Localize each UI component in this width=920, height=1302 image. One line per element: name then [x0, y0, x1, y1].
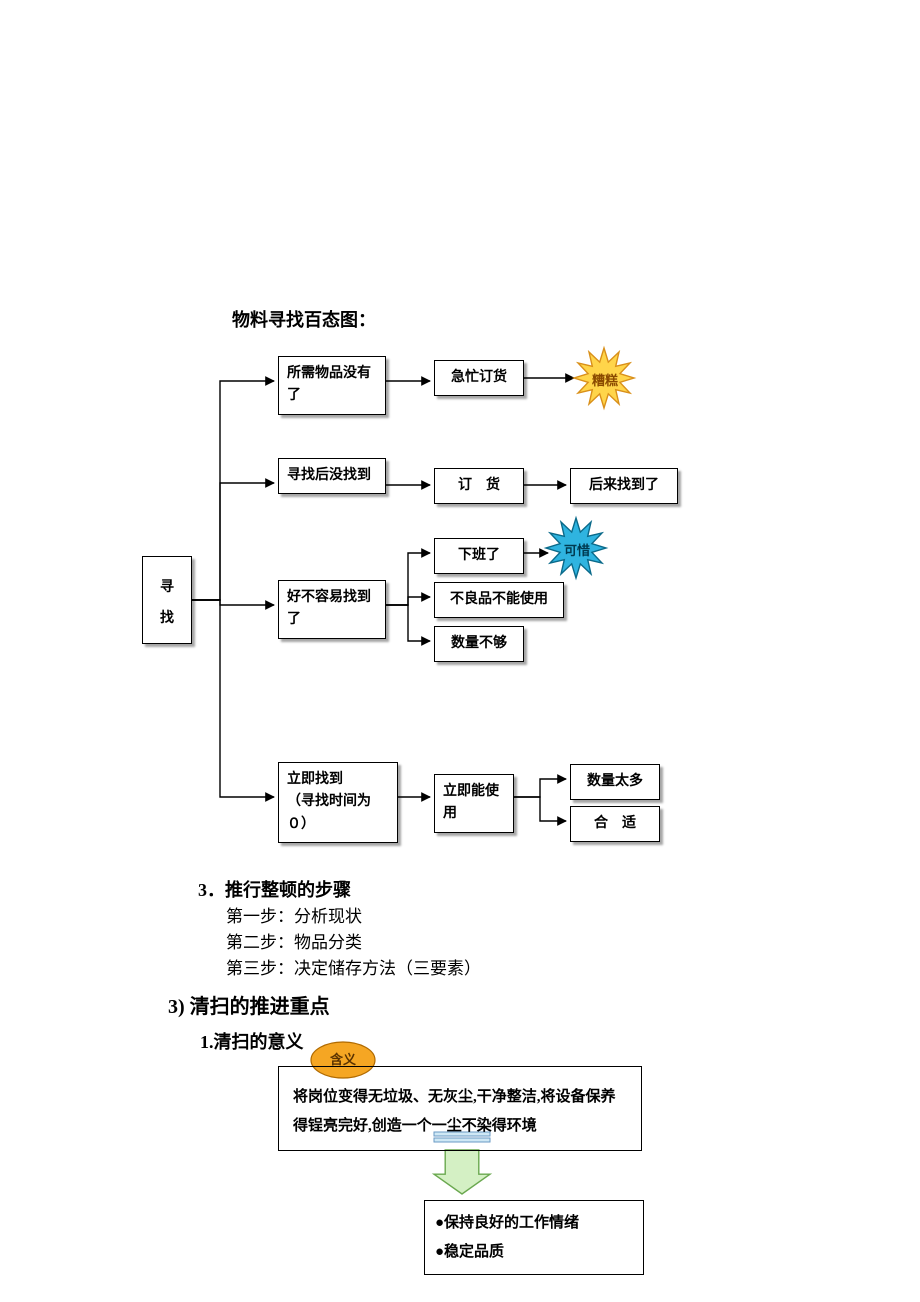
node-b4a-label: 立即能使用	[443, 784, 499, 821]
heading-steps: 3．推行整顿的步骤	[198, 876, 351, 902]
step-3: 第三步：决定储存方法（三要素）	[226, 954, 481, 979]
flowchart-title: 物料寻找百态图：	[232, 306, 376, 332]
node-b1: 所需物品没有了	[278, 356, 386, 415]
step-2: 第二步：物品分类	[226, 928, 362, 953]
burst-s1-label: 糟糕	[588, 370, 622, 389]
node-b4a: 立即能使用	[434, 774, 514, 833]
node-b3c: 数量不够	[434, 626, 524, 662]
node-b4b: 数量太多	[570, 764, 660, 800]
node-b1a-label: 急忙订货	[451, 370, 507, 385]
node-b3b-label: 不良品不能使用	[450, 592, 548, 607]
bullet-1: ●保持良好的工作情绪	[435, 1209, 633, 1238]
definition-box: 将岗位变得无垃圾、无灰尘,干净整洁,将设备保养得锃亮完好,创造一个一尘不染得环境	[278, 1066, 642, 1151]
node-b4b-label: 数量太多	[587, 774, 643, 789]
node-b4: 立即找到（寻找时间为０）	[278, 762, 398, 843]
node-b3: 好不容易找到了	[278, 580, 386, 639]
node-b2a-label: 订 货	[458, 478, 500, 493]
step-1: 第一步：分析现状	[226, 902, 362, 927]
node-b3c-label: 数量不够	[451, 636, 507, 651]
node-b2a: 订 货	[434, 468, 524, 504]
heading-section-3: 3) 清扫的推进重点	[168, 990, 330, 1019]
node-b1-label: 所需物品没有了	[287, 366, 371, 403]
bullet-2: ●稳定品质	[435, 1238, 633, 1267]
definition-text: 将岗位变得无垃圾、无灰尘,干净整洁,将设备保养得锃亮完好,创造一个一尘不染得环境	[293, 1089, 616, 1134]
node-b4c: 合 适	[570, 806, 660, 842]
node-b4c-label: 合 适	[594, 816, 636, 831]
svg-text:含义: 含义	[329, 1052, 357, 1067]
node-b3-label: 好不容易找到了	[287, 590, 371, 627]
node-b3b: 不良品不能使用	[434, 582, 564, 618]
burst-s2-label: 可惜	[560, 540, 594, 559]
subheading-1: 1.清扫的意义	[200, 1028, 304, 1054]
node-root: 寻找	[142, 556, 192, 644]
node-root-label: 寻找	[160, 580, 174, 626]
node-b2-label: 寻找后没找到	[287, 468, 371, 483]
node-b4-label: 立即找到（寻找时间为０）	[287, 772, 371, 832]
node-b2: 寻找后没找到	[278, 458, 386, 494]
node-b3a: 下班了	[434, 538, 524, 574]
node-b2b-label: 后来找到了	[589, 478, 659, 493]
node-b3a-label: 下班了	[458, 548, 500, 563]
node-b1a: 急忙订货	[434, 360, 524, 396]
bullet-box: ●保持良好的工作情绪 ●稳定品质	[424, 1200, 644, 1275]
node-b2b: 后来找到了	[570, 468, 678, 504]
